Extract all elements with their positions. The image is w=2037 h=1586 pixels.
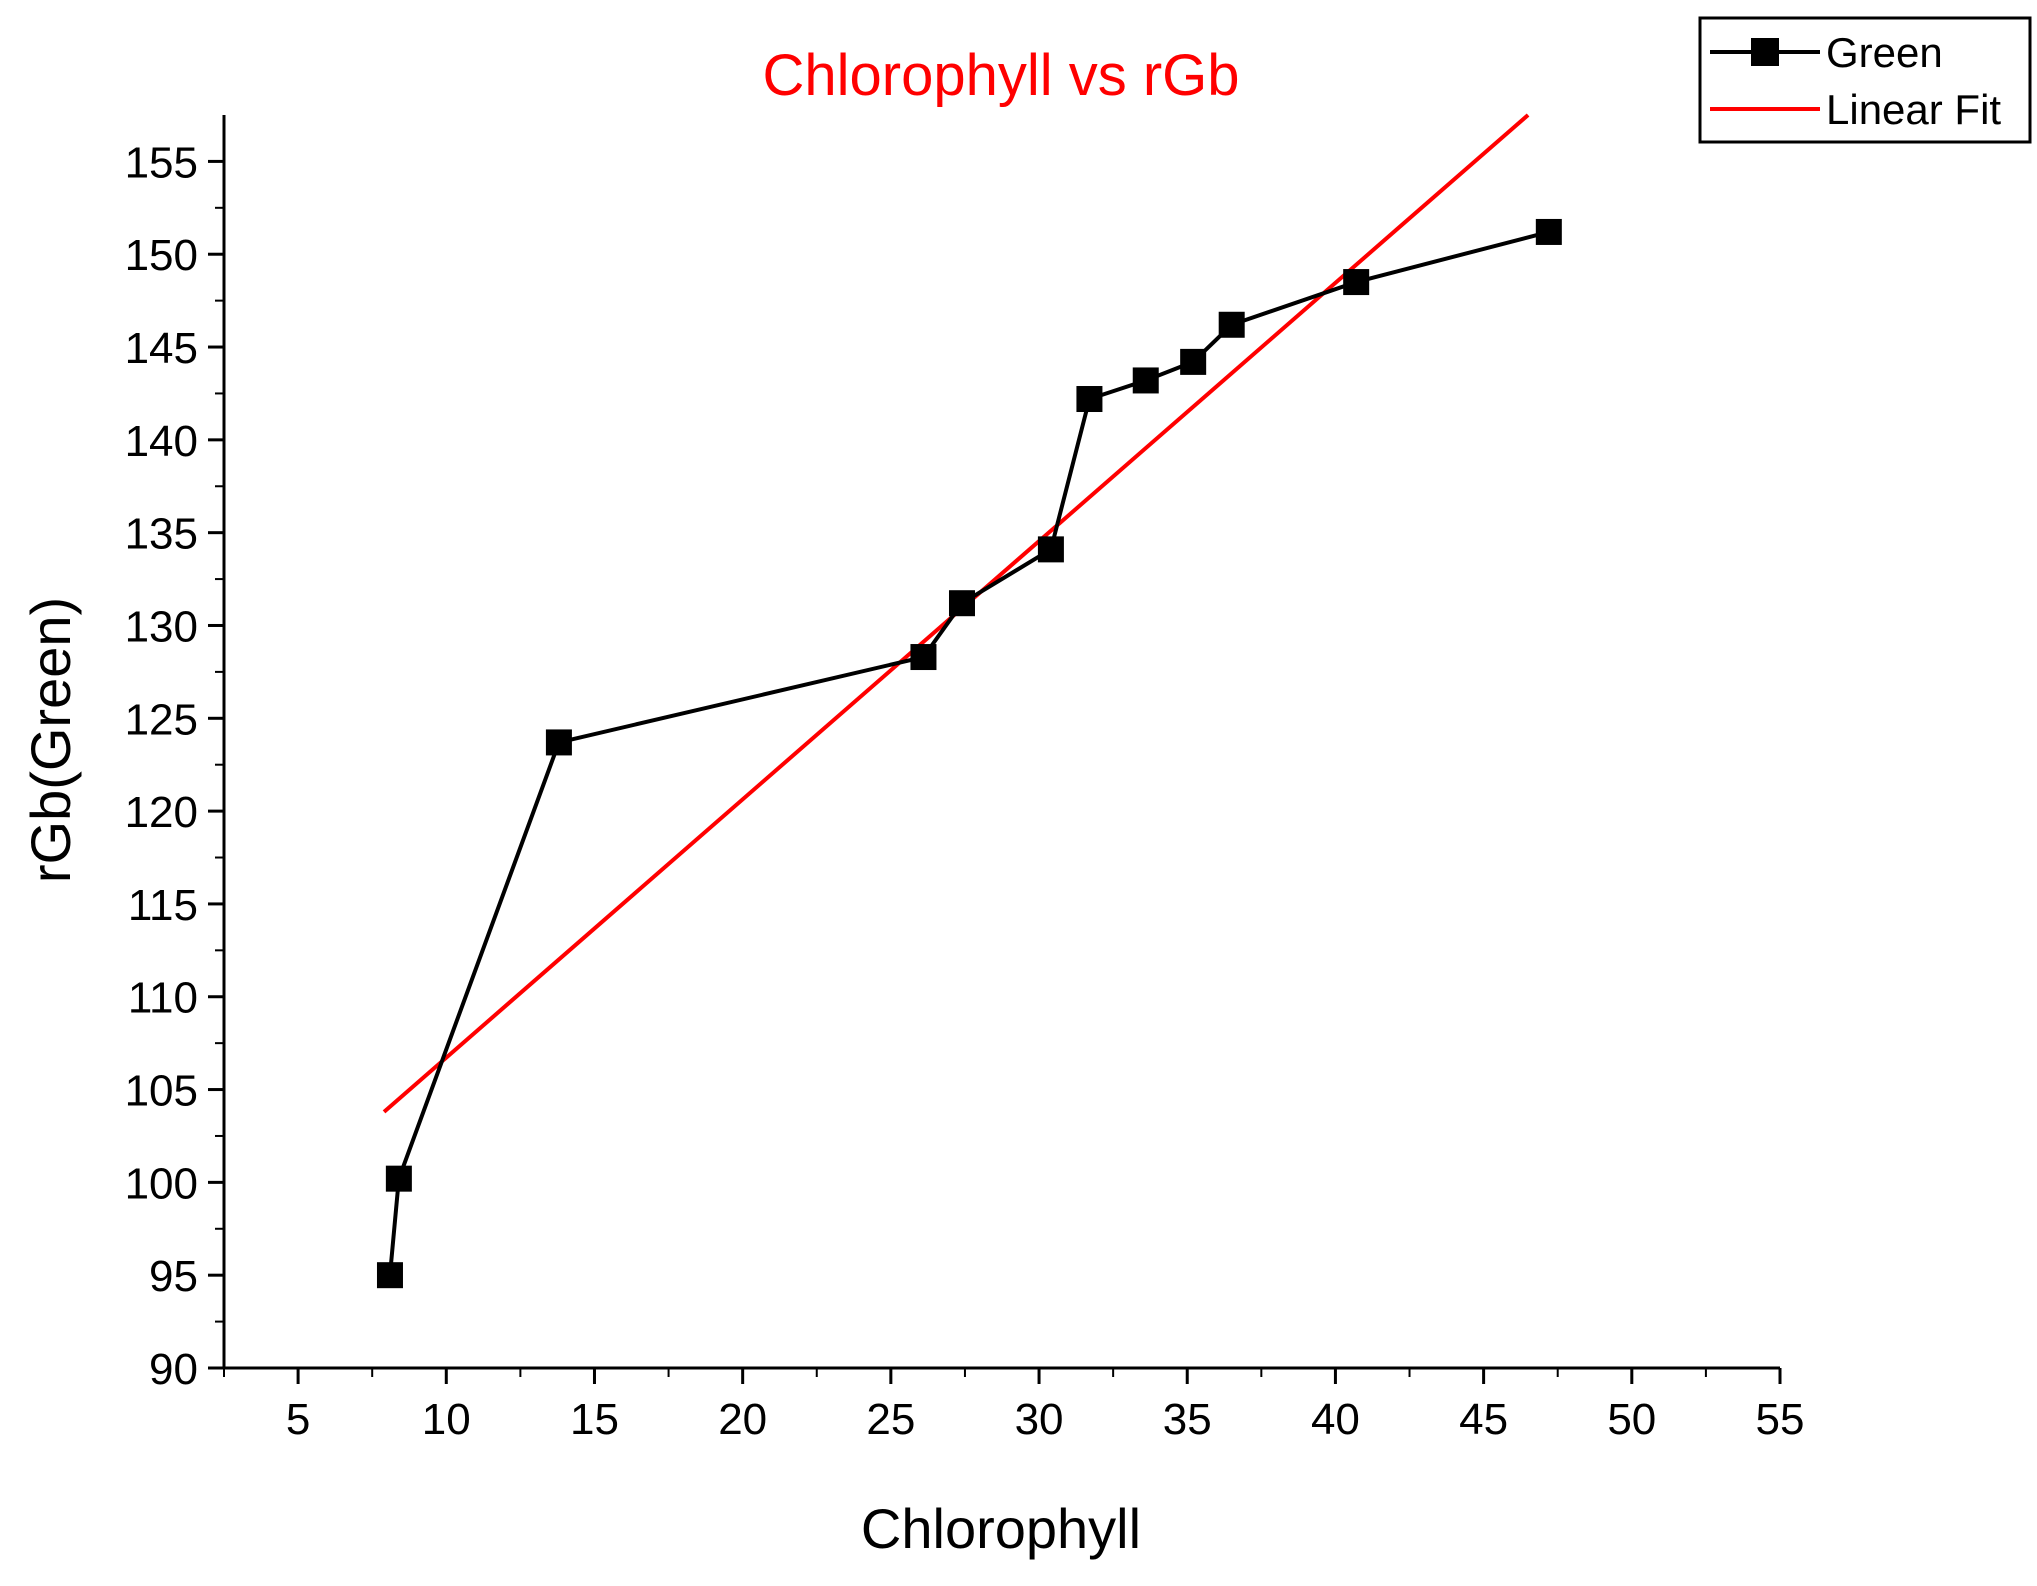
data-point-green (385, 1165, 412, 1192)
y-tick-label: 140 (125, 417, 198, 466)
x-tick-label: 40 (1311, 1395, 1360, 1444)
data-point-green (910, 644, 937, 671)
y-tick-label: 100 (125, 1159, 198, 1208)
x-tick-label: 50 (1607, 1395, 1656, 1444)
data-point-green (1343, 269, 1370, 296)
x-tick-label: 20 (718, 1395, 767, 1444)
x-tick-label: 55 (1756, 1395, 1805, 1444)
y-tick-label: 130 (125, 602, 198, 651)
data-point-green (1535, 218, 1562, 245)
y-tick-label: 135 (125, 510, 198, 559)
x-tick-label: 15 (570, 1395, 619, 1444)
legend-green-marker (1751, 38, 1779, 66)
y-tick-label: 120 (125, 788, 198, 837)
y-tick-label: 110 (128, 974, 198, 1023)
x-tick-label: 45 (1459, 1395, 1508, 1444)
data-point-green (1076, 386, 1103, 413)
y-tick-label: 115 (128, 881, 198, 930)
y-tick-label: 155 (125, 138, 198, 187)
x-tick-label: 35 (1163, 1395, 1212, 1444)
data-point-green (1037, 536, 1064, 563)
x-tick-label: 30 (1015, 1395, 1064, 1444)
x-tick-label: 10 (422, 1395, 471, 1444)
legend-label-linear-fit: Linear Fit (1826, 86, 2001, 133)
x-axis-label: Chlorophyll (861, 1497, 1141, 1560)
series-green-line (387, 230, 1550, 1276)
y-tick-label: 150 (125, 231, 198, 280)
x-tick-label: 5 (286, 1395, 310, 1444)
data-point-green (1218, 311, 1245, 338)
y-axis-label: rGb(Green) (19, 597, 82, 883)
y-tick-label: 145 (125, 324, 198, 373)
data-point-green (948, 590, 975, 617)
series-layer (376, 113, 1562, 1289)
data-point-green (1180, 348, 1207, 375)
y-tick-label: 125 (125, 695, 198, 744)
x-ticks: 5 10 15 20 25 30 35 40 45 50 55 (223, 1368, 1805, 1444)
y-tick-label: 105 (125, 1067, 198, 1116)
legend-label-green: Green (1826, 29, 1943, 76)
data-point-green (376, 1262, 403, 1289)
plot-area: 9095100105110115120125130135140145150155… (125, 113, 1805, 1444)
data-point-green (545, 729, 572, 756)
chart-title: Chlorophyll vs rGb (762, 43, 1239, 108)
y-ticks: 90 95 100 105 110 115 120 125 130 135 140 145 150 155 (125, 138, 224, 1394)
data-point-green (1132, 367, 1159, 394)
x-tick-label: 25 (866, 1395, 915, 1444)
legend: Green Linear Fit (1698, 16, 2032, 144)
y-tick-label: 95 (149, 1252, 198, 1301)
y-tick-label: 90 (149, 1345, 198, 1394)
